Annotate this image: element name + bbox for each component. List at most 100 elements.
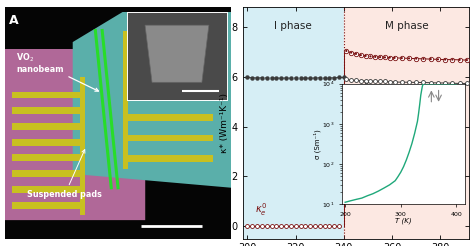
Point xyxy=(343,49,350,53)
Point xyxy=(448,58,456,62)
Point xyxy=(441,58,449,62)
Y-axis label: κ* (Wm⁻¹K⁻¹): κ* (Wm⁻¹K⁻¹) xyxy=(220,93,229,153)
Bar xyxy=(123,135,213,141)
Point xyxy=(321,76,328,80)
Text: $\kappa_e^0$: $\kappa_e^0$ xyxy=(255,201,267,217)
Point xyxy=(268,224,275,228)
Point xyxy=(386,80,393,84)
Point xyxy=(277,76,285,80)
Point xyxy=(301,76,309,80)
Point xyxy=(306,76,314,80)
Point xyxy=(391,56,398,60)
Point xyxy=(376,79,384,83)
Point xyxy=(282,224,290,228)
Point xyxy=(311,224,319,228)
Point xyxy=(456,58,464,62)
Point xyxy=(441,81,449,85)
Point xyxy=(362,79,369,83)
Point xyxy=(287,224,295,228)
Bar xyxy=(344,7,469,239)
Point xyxy=(248,224,256,228)
Point xyxy=(321,224,328,228)
Point xyxy=(434,57,442,61)
Bar xyxy=(11,170,80,177)
Point xyxy=(419,57,427,61)
Point xyxy=(352,52,360,56)
Point xyxy=(292,224,300,228)
Text: M phase: M phase xyxy=(385,21,428,31)
Bar xyxy=(123,155,213,162)
Text: A: A xyxy=(9,14,19,27)
Point xyxy=(347,78,355,82)
Point xyxy=(357,53,365,57)
Point xyxy=(419,57,427,61)
Point xyxy=(448,81,456,85)
Bar xyxy=(11,186,80,193)
Point xyxy=(362,54,369,58)
Point xyxy=(463,58,471,62)
Bar xyxy=(123,31,128,169)
Point xyxy=(287,76,295,80)
Point xyxy=(273,76,280,80)
Text: B: B xyxy=(225,0,234,3)
Polygon shape xyxy=(5,49,145,220)
Point xyxy=(412,57,420,61)
Point xyxy=(244,224,251,228)
Point xyxy=(330,76,338,80)
Point xyxy=(248,76,256,80)
Bar xyxy=(243,7,344,239)
Point xyxy=(376,55,384,59)
Point xyxy=(405,56,413,60)
Point xyxy=(456,81,464,85)
Point xyxy=(427,57,435,61)
Bar xyxy=(123,72,213,79)
Point xyxy=(405,80,413,84)
Point xyxy=(419,80,427,84)
Point xyxy=(330,224,338,228)
Point xyxy=(434,57,442,61)
Bar xyxy=(11,139,80,146)
Point xyxy=(372,55,379,59)
Point xyxy=(366,79,374,83)
Point xyxy=(352,78,360,82)
Point xyxy=(335,76,343,79)
Point xyxy=(391,80,398,84)
Point xyxy=(386,56,393,60)
Point xyxy=(412,80,420,84)
Point xyxy=(427,57,435,61)
Point xyxy=(434,81,442,85)
Point xyxy=(326,76,333,80)
Point xyxy=(448,58,456,62)
Text: $\kappa_{\mathrm{tot}}$: $\kappa_{\mathrm{tot}}$ xyxy=(363,80,380,92)
Point xyxy=(253,76,261,80)
Point xyxy=(273,224,280,228)
Point xyxy=(316,224,324,228)
Point xyxy=(398,80,406,84)
Text: Suspended pads: Suspended pads xyxy=(27,150,102,199)
Point xyxy=(456,58,464,62)
Bar xyxy=(11,92,80,98)
Point xyxy=(297,76,304,80)
Point xyxy=(343,49,350,53)
Point xyxy=(311,76,319,80)
Point xyxy=(362,54,369,58)
Point xyxy=(441,58,449,62)
Point xyxy=(405,56,413,60)
Point xyxy=(347,51,355,55)
Bar xyxy=(11,154,80,161)
Point xyxy=(386,56,393,60)
Point xyxy=(427,81,435,85)
Point xyxy=(357,79,365,83)
Point xyxy=(352,52,360,56)
Point xyxy=(391,56,398,60)
Point xyxy=(277,224,285,228)
Point xyxy=(381,55,389,59)
Bar xyxy=(123,93,213,100)
Point xyxy=(381,79,389,83)
Point xyxy=(253,224,261,228)
Bar xyxy=(123,51,213,58)
Point xyxy=(282,76,290,80)
Point xyxy=(366,54,374,58)
Point xyxy=(412,57,420,61)
Point xyxy=(297,224,304,228)
